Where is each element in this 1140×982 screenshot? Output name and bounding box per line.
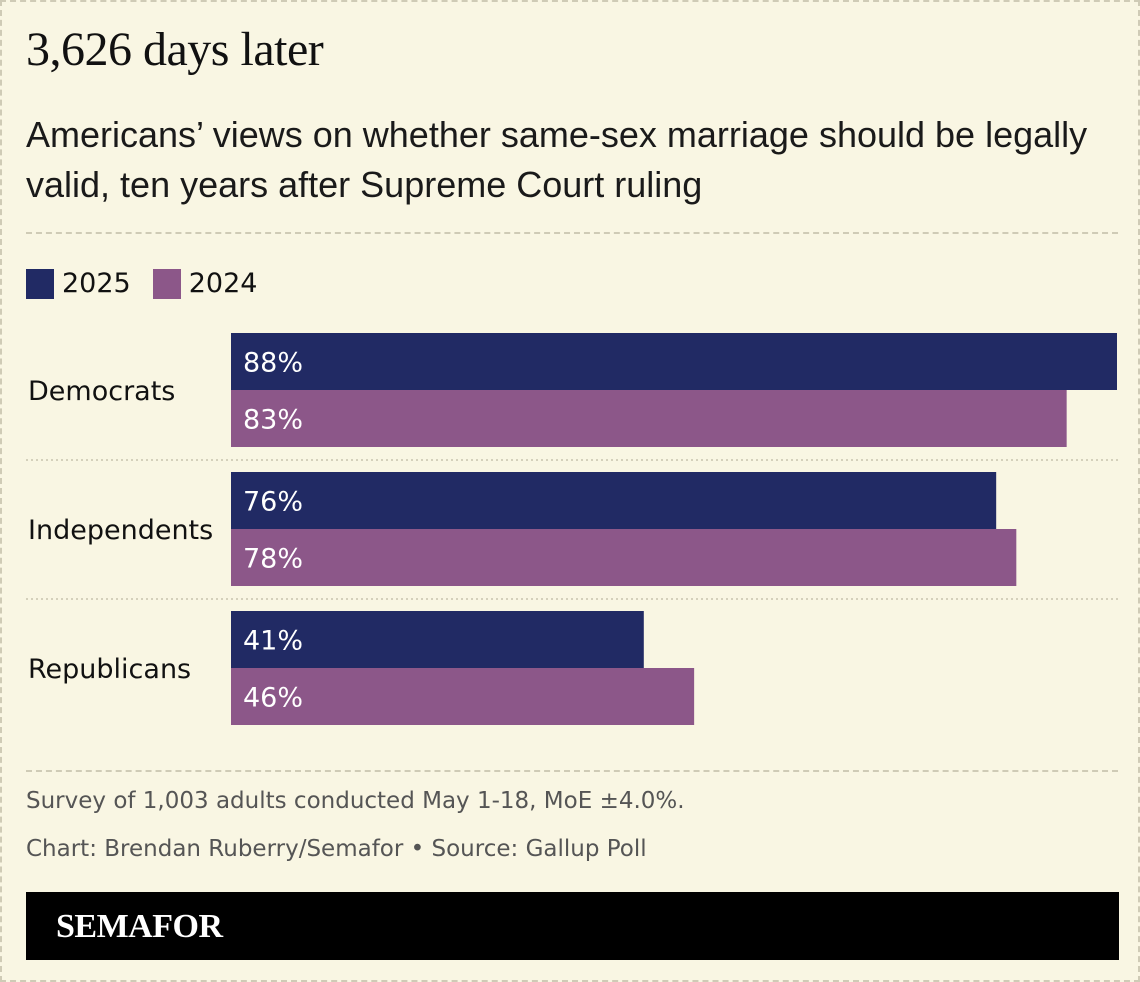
brand-bar: SEMAFOR [26, 892, 1119, 960]
bar-democrats-2024 [231, 390, 1067, 447]
bar-chart: Democrats 88% 83% Independents 76% 78% Republi… [26, 333, 1118, 725]
bar-independents-2024 [231, 529, 1017, 586]
value-label-independents-2025: 76% [243, 487, 303, 518]
legend-swatch-2025 [26, 268, 54, 299]
chart-credit: Chart: Brendan Ruberry/Semafor • Source:… [26, 836, 647, 862]
semafor-logo: SEMAFOR [56, 908, 223, 945]
bottom-divider [26, 770, 1118, 772]
legend-item-2025: 2025 [26, 268, 131, 299]
bar-independents-2025 [231, 472, 997, 529]
top-divider [26, 232, 1118, 234]
bar-republicans-2024 [231, 668, 695, 725]
bar-republicans-2025 [231, 611, 644, 668]
value-label-republicans-2025: 41% [243, 626, 303, 657]
legend-item-2024: 2024 [152, 268, 258, 299]
legend-label-2025: 2025 [62, 268, 131, 299]
value-label-democrats-2024: 83% [243, 405, 303, 436]
category-label-democrats: Democrats [28, 376, 175, 407]
category-label-independents: Independents [28, 515, 213, 546]
legend: 2025 2024 [26, 268, 279, 299]
value-label-republicans-2024: 46% [243, 683, 303, 714]
value-label-independents-2024: 78% [243, 544, 303, 575]
bar-democrats-2025 [231, 333, 1117, 390]
chart-title: 3,626 days later [26, 23, 324, 76]
legend-swatch-2024 [152, 268, 181, 299]
category-label-republicans: Republicans [28, 654, 191, 685]
chart-subtitle: Americans’ views on whether same-sex mar… [26, 114, 1088, 205]
survey-note: Survey of 1,003 adults conducted May 1-1… [26, 788, 685, 814]
legend-label-2024: 2024 [188, 268, 258, 299]
value-label-democrats-2025: 88% [243, 348, 303, 379]
